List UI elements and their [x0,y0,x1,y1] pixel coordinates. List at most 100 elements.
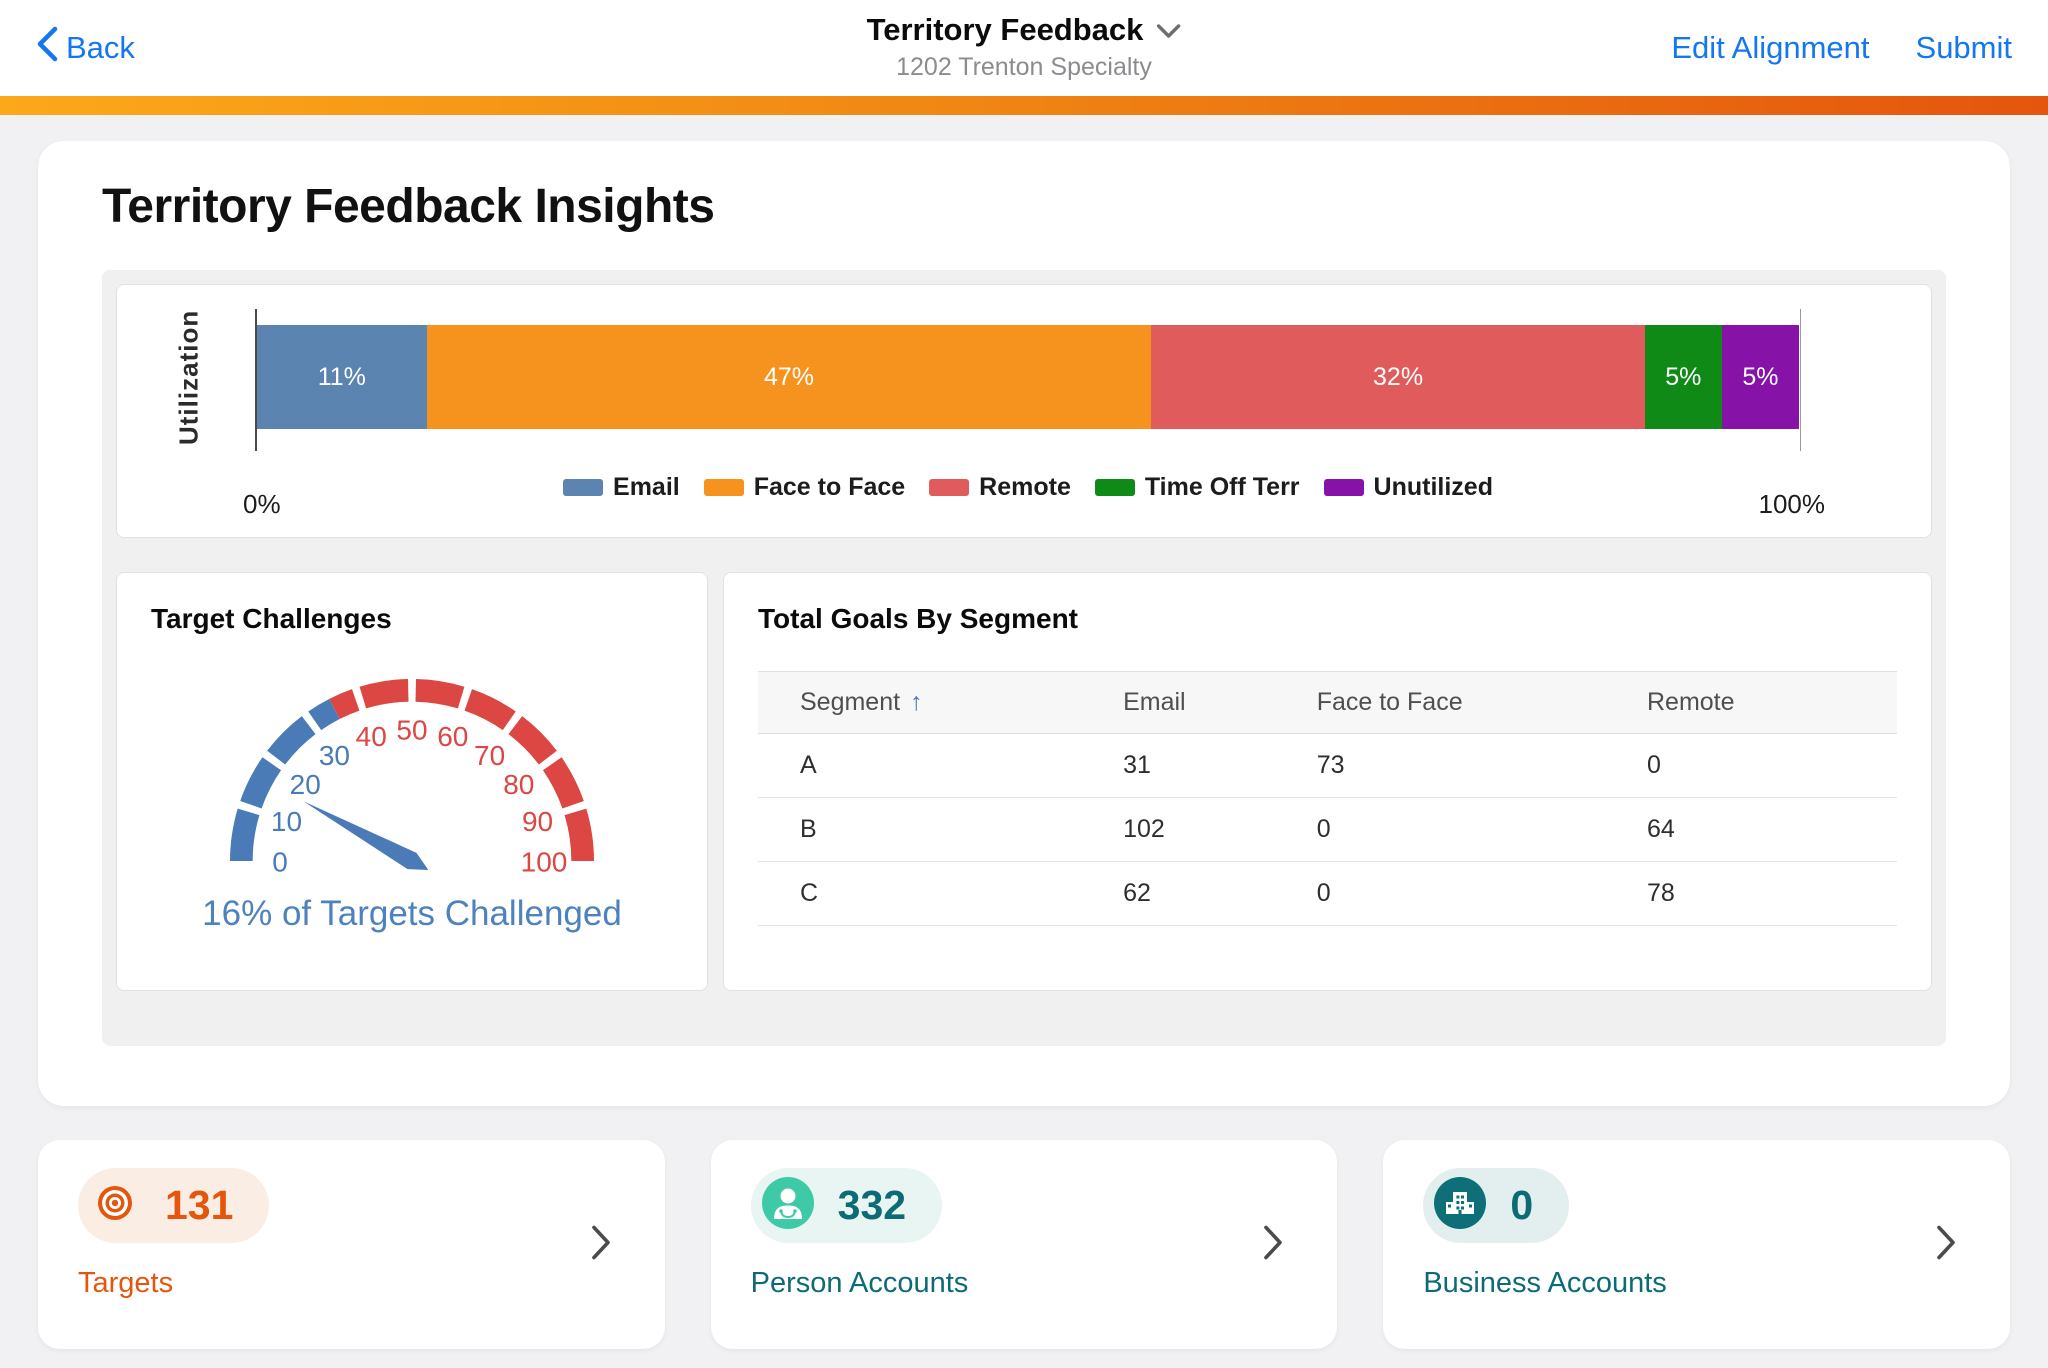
total-goals-card: Total Goals By Segment Segment ↑ Email Face… [723,572,1932,991]
legend-item: Remote [929,473,1071,502]
app-header: Back Territory Feedback 1202 Trenton Spe… [0,0,2048,96]
legend-swatch [1323,479,1364,496]
sort-asc-icon: ↑ [910,688,923,716]
chevron-right-icon [1936,1224,1956,1265]
legend-label: Remote [979,473,1071,501]
chevron-left-icon [36,26,58,70]
summary-row: 131 Targets 332 Person Accounts [38,1140,2011,1349]
bar-legend: Email Face to Face Remote Time Off Terr Unut… [563,473,1493,502]
legend-label: Time Off Terr [1144,473,1300,501]
territory-subtitle: 1202 Trenton Specialty [896,53,1152,81]
territory-selector[interactable]: Territory Feedback 1202 Trenton Specialt… [867,12,1182,82]
gauge-tick-label: 20 [290,769,321,800]
column-header-segment[interactable]: Segment ↑ [758,671,1112,734]
back-label: Back [66,30,135,65]
gauge-tick-label: 10 [271,806,302,837]
business-accounts-label: Business Accounts [1423,1267,1667,1299]
goals-table: Segment ↑ Email Face to Face Remote A 31 73 0 B 1… [758,671,1897,926]
insights-title: Territory Feedback Insights [102,180,715,233]
bar-segment-face-to-face: 47% [426,325,1152,429]
accent-gradient-bar [0,96,2048,115]
gauge-tick-label: 60 [437,721,468,752]
utilization-axis-label: Utilization [173,309,204,445]
table-row: B 102 0 64 [758,797,1897,862]
table-cell: 31 [1111,733,1305,798]
person-accounts-count: 332 [837,1182,907,1228]
legend-label: Email [613,473,680,501]
table-cell: 73 [1304,733,1635,798]
column-header-email[interactable]: Email [1111,671,1305,734]
gauge-tick-label: 100 [521,847,568,878]
table-cell: 102 [1111,797,1305,862]
legend-item: Face to Face [703,473,906,502]
table-cell: 0 [1304,861,1635,926]
targets-count-pill: 131 [78,1168,270,1243]
person-accounts-label: Person Accounts [750,1267,969,1299]
legend-label: Unutilized [1373,473,1493,501]
gauge-tick-label: 0 [272,847,288,878]
bar-axis-row: 0% Email Face to Face Remote Time Off Terr U… [243,473,1825,519]
targets-card[interactable]: 131 Targets [38,1140,665,1349]
chevron-down-icon [1155,12,1181,48]
table-row: C 62 0 78 [758,861,1897,926]
target-icon [89,1177,141,1234]
table-cell: 0 [1304,797,1635,862]
chevron-right-icon [1263,1224,1283,1265]
table-cell: 64 [1635,797,1897,862]
gauge-tick-label: 70 [474,740,505,771]
business-accounts-card[interactable]: 0 Business Accounts [1383,1140,2011,1349]
bar-segment-value: 11% [317,362,366,391]
bar-segment-time-off-terr: 5% [1644,325,1722,429]
gauge-tick-label: 50 [396,715,427,746]
gauge-tick-label: 80 [503,769,534,800]
gauge-tick-label: 40 [356,721,387,752]
person-accounts-count-pill: 332 [750,1168,943,1243]
bar-segment-unutilized: 5% [1721,325,1799,429]
charts-panel: Utilization 11% 47% 32% 5% 5% 0% Email Face t… [102,270,1946,1046]
table-cell: 0 [1635,733,1897,798]
gauge-needle [303,801,429,870]
page-title: Territory Feedback [866,12,1144,47]
table-title: Total Goals By Segment [758,603,1078,634]
gauge-title: Target Challenges [151,603,392,634]
chevron-right-icon [591,1224,611,1265]
gauge-caption: 16% of Targets Challenged [202,894,622,933]
bar-segment-value: 5% [1665,362,1702,391]
business-accounts-count-pill: 0 [1423,1168,1570,1243]
person-accounts-card[interactable]: 332 Person Accounts [710,1140,1338,1349]
gauge-tick-label: 90 [522,806,553,837]
table-cell: 78 [1635,861,1897,926]
gauge-tick-label: 30 [319,740,350,771]
table-cell: B [758,797,1112,862]
person-icon [761,1177,814,1234]
back-button[interactable]: Back [36,26,135,70]
legend-swatch [1094,479,1135,496]
column-header-face-to-face[interactable]: Face to Face [1304,671,1635,734]
bar-segment-value: 32% [1373,362,1424,391]
legend-label: Face to Face [753,473,906,501]
bar-segment-email: 11% [257,325,427,429]
table-cell: C [758,861,1112,926]
axis-tick-100: 100% [1758,489,1826,519]
table-cell: 62 [1111,861,1305,926]
legend-swatch [929,479,970,496]
legend-swatch [703,479,744,496]
building-icon [1434,1177,1487,1234]
bar-segment-value: 47% [763,362,814,391]
business-accounts-count: 0 [1510,1182,1534,1228]
table-row: A 31 73 0 [758,733,1897,798]
table-body: A 31 73 0 B 102 0 64 C 62 0 78 [758,733,1897,926]
legend-item: Unutilized [1323,473,1493,502]
submit-button[interactable]: Submit [1915,30,2012,65]
stacked-bar: 11% 47% 32% 5% 5% [255,309,1801,451]
legend-item: Time Off Terr [1094,473,1300,502]
bar-segment-value: 5% [1742,362,1779,391]
targets-label: Targets [78,1267,174,1299]
legend-swatch [563,479,604,496]
legend-item: Email [563,473,680,502]
table-cell: A [758,733,1112,798]
column-header-remote[interactable]: Remote [1635,671,1897,734]
target-challenges-card: Target Challenges 0 10 20 30 40 50 60 70 80 90 100… [116,572,708,991]
edit-alignment-button[interactable]: Edit Alignment [1671,30,1870,65]
